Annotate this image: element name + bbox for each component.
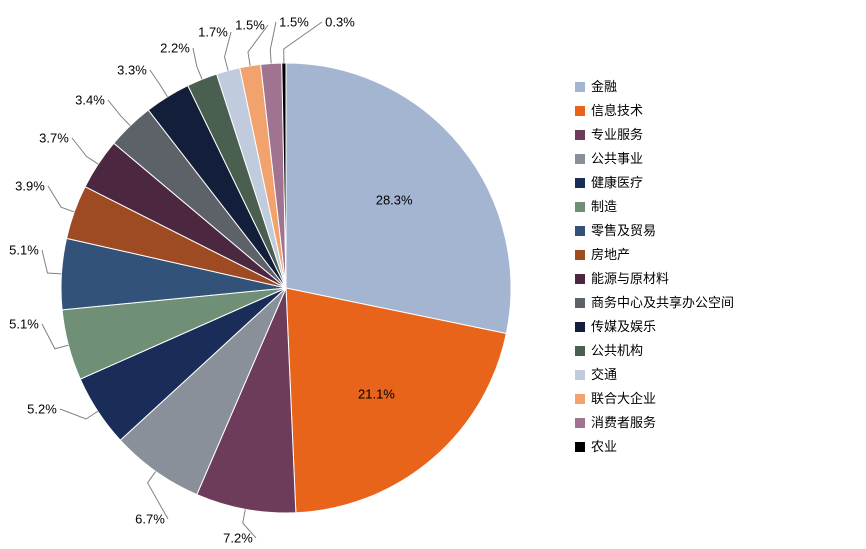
legend-swatch [575,370,585,380]
legend-item: 金融 [575,75,734,99]
legend-swatch [575,394,585,404]
leader-line [193,48,202,79]
legend-item: 公共机构 [575,339,734,363]
legend-swatch [575,130,585,140]
legend-item: 商务中心及共享办公空间 [575,291,734,315]
slice-label: 2.2% [160,41,190,56]
slice-label: 3.7% [39,131,69,146]
legend-label: 农业 [591,435,617,459]
legend-item: 农业 [575,435,734,459]
legend-label: 消费者服务 [591,411,656,435]
legend-swatch [575,298,585,308]
slice-label: 1.5% [235,18,265,33]
legend-swatch [575,442,585,452]
legend-swatch [575,274,585,284]
legend-label: 公共机构 [591,339,643,363]
legend-item: 传媒及娱乐 [575,315,734,339]
slice-label: 6.7% [135,512,165,527]
slice-label: 28.3% [376,192,413,207]
legend-label: 零售及贸易 [591,219,656,243]
leader-line [48,186,74,212]
leader-line [60,409,98,419]
legend-swatch [575,250,585,260]
legend: 金融信息技术专业服务公共事业健康医疗制造零售及贸易房地产能源与原材料商务中心及共… [575,75,734,459]
legend-item: 公共事业 [575,147,734,171]
legend-swatch [575,418,585,428]
legend-item: 能源与原材料 [575,267,734,291]
legend-swatch [575,322,585,332]
legend-item: 信息技术 [575,99,734,123]
legend-swatch [575,226,585,236]
legend-swatch [575,178,585,188]
legend-item: 零售及贸易 [575,219,734,243]
legend-item: 联合大企业 [575,387,734,411]
slice-label: 7.2% [223,531,253,546]
legend-swatch [575,154,585,164]
legend-item: 专业服务 [575,123,734,147]
slice-label: 21.1% [358,387,395,402]
legend-label: 能源与原材料 [591,267,669,291]
legend-label: 信息技术 [591,99,643,123]
leader-line [150,70,167,97]
legend-item: 交通 [575,363,734,387]
legend-label: 健康医疗 [591,171,643,195]
slice-label: 3.4% [75,93,105,108]
leader-line [270,22,276,63]
leader-line [108,100,130,126]
legend-item: 消费者服务 [575,411,734,435]
legend-label: 商务中心及共享办公空间 [591,291,734,315]
pie-chart-container: 28.3% 21.1% 7.2% 6.7% 5.2% 5.1% 5.1% 3.9% 3.7% 3.… [0,0,866,549]
slice-label: 5.1% [9,317,39,332]
legend-label: 专业服务 [591,123,643,147]
slice-label: 1.5% [279,15,309,30]
legend-label: 交通 [591,363,617,387]
leader-line [42,250,61,274]
slice-label: 3.3% [117,63,147,78]
legend-item: 房地产 [575,243,734,267]
pie-chart [0,0,866,549]
slice-label: 3.9% [15,179,45,194]
legend-item: 健康医疗 [575,171,734,195]
leader-line [72,138,98,164]
legend-label: 传媒及娱乐 [591,315,656,339]
legend-label: 金融 [591,75,617,99]
legend-label: 房地产 [591,243,630,267]
legend-item: 制造 [575,195,734,219]
legend-label: 公共事业 [591,147,643,171]
legend-swatch [575,106,585,116]
legend-swatch [575,202,585,212]
legend-label: 制造 [591,195,617,219]
slice-label: 1.7% [198,25,228,40]
slice-label: 5.1% [9,243,39,258]
slice-label: 0.3% [325,15,355,30]
legend-swatch [575,82,585,92]
slice-label: 5.2% [27,402,57,417]
legend-swatch [575,346,585,356]
legend-label: 联合大企业 [591,387,656,411]
